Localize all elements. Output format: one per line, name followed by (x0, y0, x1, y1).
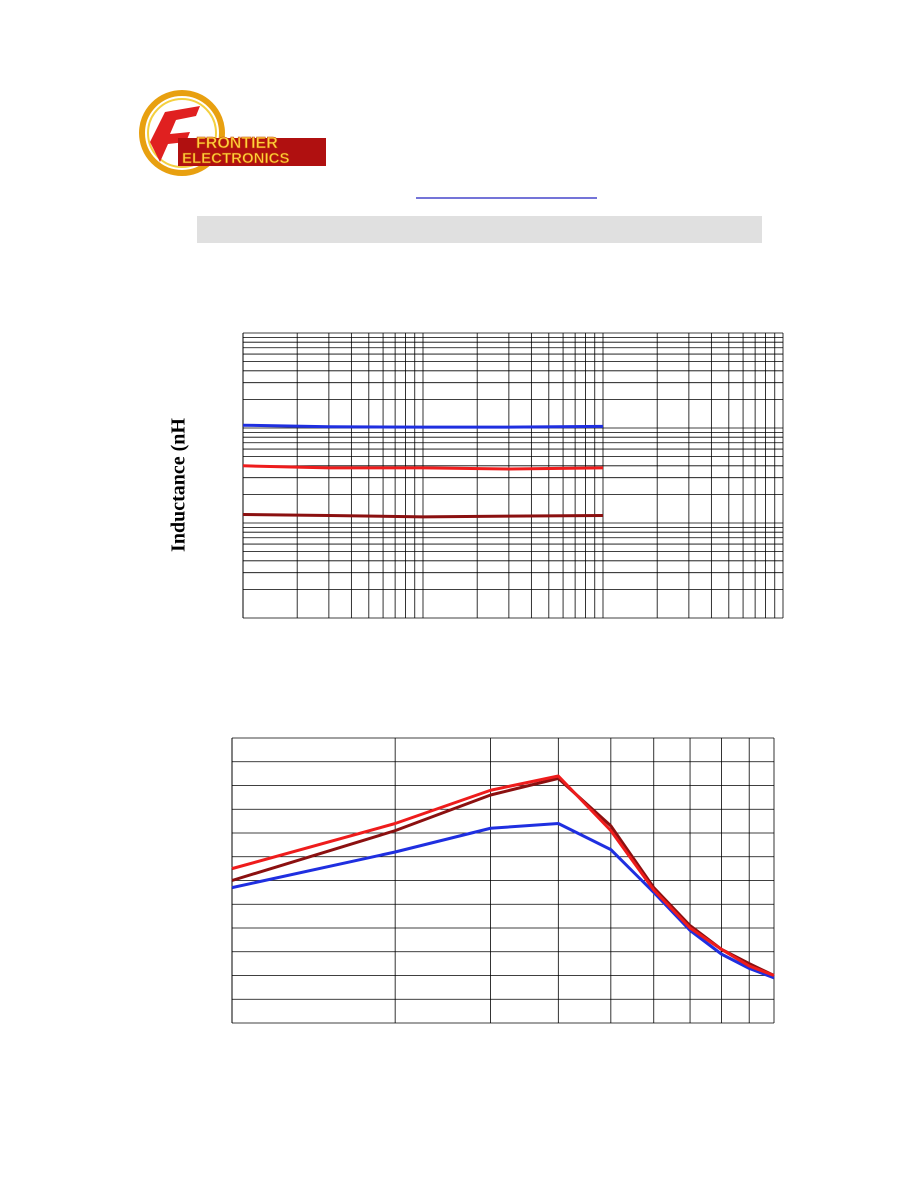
section-bar (197, 216, 762, 243)
data-line (242, 512, 604, 519)
logo-text: FRONTIER (196, 135, 278, 152)
data-line (242, 464, 604, 471)
logo-banner (178, 138, 326, 166)
logo-ring-inner (147, 98, 217, 168)
logo: FRONTIER ELECTRONICS (139, 90, 326, 176)
data-line (231, 774, 775, 977)
data-line (242, 423, 604, 429)
logo-mark (150, 106, 200, 162)
logo-text: ELECTRONICS (182, 150, 290, 167)
data-line (231, 776, 775, 977)
data-line (231, 822, 775, 980)
y-axis-label: Inductance (nH (168, 418, 190, 552)
logo-ring (139, 90, 225, 176)
